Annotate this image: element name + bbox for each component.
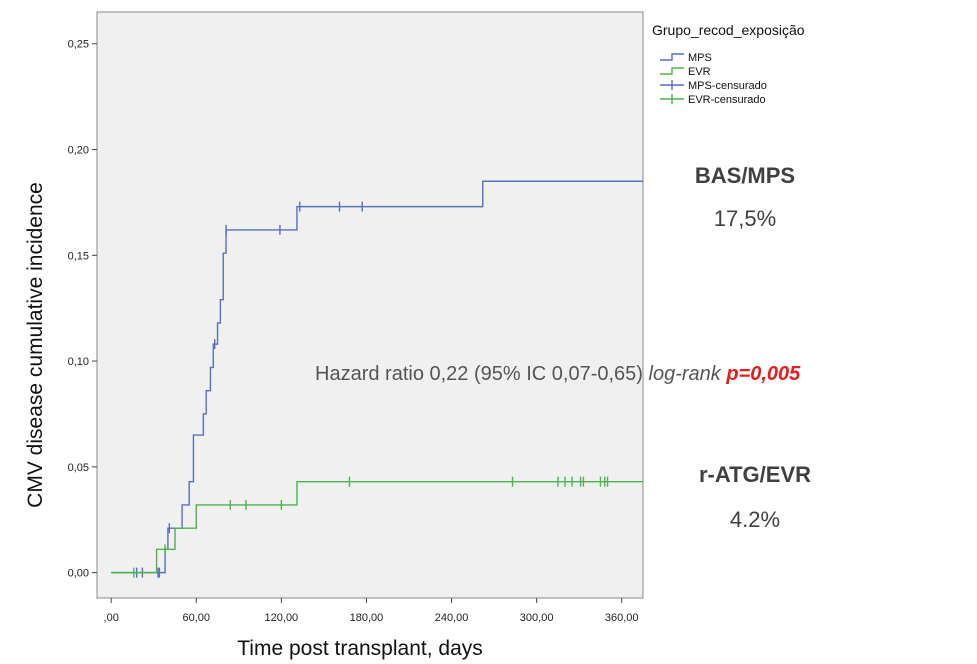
legend-title: Grupo_recod_exposição bbox=[652, 22, 805, 38]
x-tick-label: 180,00 bbox=[350, 612, 384, 624]
x-tick-label: 240,00 bbox=[435, 612, 469, 624]
logrank-label: log-rank bbox=[649, 363, 727, 385]
hazard-ratio-annotation: Hazard ratio 0,22 (95% IC 0,07-0,65) log… bbox=[315, 363, 801, 385]
x-tick-label: 60,00 bbox=[183, 612, 211, 624]
x-tick-label: 360,00 bbox=[605, 612, 639, 624]
legend-label: MPS-censurado bbox=[688, 80, 767, 92]
legend-item: EVR-censurado bbox=[660, 94, 766, 106]
hazard-ratio-text: Hazard ratio 0,22 (95% IC 0,07-0,65) bbox=[315, 363, 649, 385]
y-axis: 0,00 0,05 0,10 0,15 0,20 0,25 bbox=[68, 39, 97, 580]
legend-label: MPS bbox=[688, 52, 712, 64]
y-tick-label: 0,05 bbox=[68, 462, 89, 474]
p-value: p=0,005 bbox=[725, 363, 801, 385]
plot-area bbox=[96, 11, 644, 599]
x-tick-label: 300,00 bbox=[520, 612, 554, 624]
x-axis-title: Time post transplant, days bbox=[237, 637, 483, 660]
series-line-evr bbox=[111, 480, 643, 574]
legend-label: EVR-censurado bbox=[688, 94, 766, 106]
legend-item: MPS bbox=[660, 52, 712, 64]
annotation-value-mps: 17,5% bbox=[714, 206, 776, 231]
annotation-group-mps: BAS/MPS bbox=[695, 163, 795, 188]
x-tick-label: 120,00 bbox=[265, 612, 299, 624]
annotation-value-evr: 4.2% bbox=[730, 507, 780, 532]
x-axis: ,00 60,00 120,00 180,00 240,00 300,00 360,00 bbox=[104, 598, 639, 624]
series-layer bbox=[111, 180, 643, 578]
legend: Grupo_recod_exposição MPS EVR MPS-censurad… bbox=[652, 22, 805, 106]
legend-item: MPS-censurado bbox=[660, 80, 767, 92]
legend-label: EVR bbox=[688, 66, 711, 78]
annotation-group-evr: r-ATG/EVR bbox=[699, 462, 811, 487]
y-tick-label: 0,25 bbox=[68, 39, 89, 51]
legend-swatch bbox=[660, 53, 684, 61]
y-tick-label: 0,10 bbox=[68, 356, 89, 368]
legend-swatch bbox=[660, 67, 684, 75]
y-tick-label: 0,00 bbox=[68, 568, 89, 580]
x-tick-label: ,00 bbox=[104, 612, 119, 624]
y-tick-label: 0,15 bbox=[68, 250, 89, 262]
y-tick-label: 0,20 bbox=[68, 145, 89, 157]
legend-item: EVR bbox=[660, 66, 711, 78]
y-axis-title: CMV disease cumulative incidence bbox=[24, 182, 47, 508]
